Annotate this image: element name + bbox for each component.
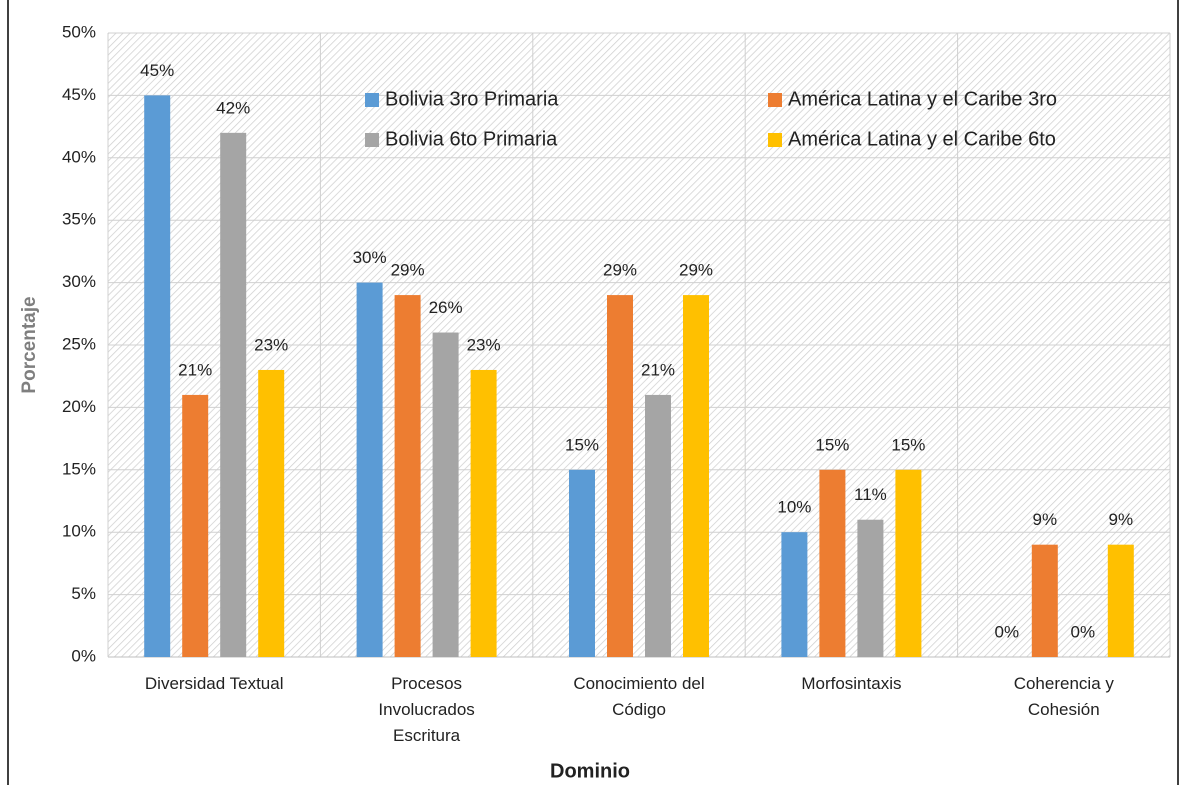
bar — [258, 369, 285, 657]
data-label: 23% — [254, 335, 288, 354]
y-tick-label: 25% — [62, 334, 96, 353]
legend-label: Bolivia 3ro Primaria — [385, 88, 559, 110]
data-label: 11% — [854, 485, 887, 504]
data-label: 0% — [995, 622, 1020, 641]
bar — [857, 519, 884, 657]
bar — [220, 132, 247, 658]
data-label: 15% — [891, 435, 925, 454]
x-tick-line: Coherencia y — [1014, 674, 1115, 693]
bar — [1031, 544, 1058, 657]
bar — [394, 295, 421, 657]
x-tick-line: Morfosintaxis — [801, 674, 901, 693]
data-label: 10% — [777, 498, 811, 517]
x-tick-label: Procesos Involucrados Escritura — [378, 674, 474, 745]
legend-swatch — [768, 93, 782, 107]
x-tick-line: Diversidad Textual — [145, 674, 284, 693]
x-tick-line: Cohesión — [1028, 700, 1100, 719]
bar — [470, 369, 497, 657]
bar — [569, 469, 595, 657]
x-axis-label: Dominio — [550, 760, 630, 782]
y-tick-label: 10% — [62, 522, 96, 541]
bar — [144, 95, 171, 657]
data-label: 15% — [565, 435, 599, 454]
bar — [607, 295, 633, 657]
bar — [819, 469, 846, 657]
legend-label: Bolivia 6to Primaria — [385, 128, 558, 150]
data-label: 29% — [679, 261, 713, 280]
data-label: 21% — [641, 360, 675, 379]
bar — [895, 469, 922, 657]
y-tick-label: 45% — [62, 85, 96, 104]
bar — [683, 295, 709, 657]
bar — [432, 332, 459, 657]
x-tick-label: Morfosintaxis — [801, 674, 901, 693]
data-label: 15% — [815, 435, 849, 454]
legend-swatch — [365, 133, 379, 147]
data-label: 23% — [467, 335, 501, 354]
x-tick-label: Conocimiento del Código — [573, 674, 704, 719]
legend-label: América Latina y el Caribe 6to — [788, 128, 1056, 150]
data-label: 29% — [603, 261, 637, 280]
y-tick-label: 30% — [62, 272, 96, 291]
x-tick-line: Código — [612, 700, 666, 719]
data-label: 45% — [140, 61, 174, 80]
legend-label: América Latina y el Caribe 3ro — [788, 88, 1057, 110]
bar — [645, 394, 671, 657]
x-tick-line: Escritura — [393, 726, 461, 745]
y-tick-label: 35% — [62, 210, 96, 229]
data-label: 30% — [353, 248, 387, 267]
bar — [781, 532, 808, 657]
x-tick-line: Conocimiento del — [573, 674, 704, 693]
y-tick-label: 15% — [62, 459, 96, 478]
data-label: 42% — [216, 98, 250, 117]
legend-swatch — [365, 93, 379, 107]
bar — [182, 394, 209, 657]
data-label: 26% — [429, 298, 463, 317]
data-label: 9% — [1109, 510, 1134, 529]
y-tick-label: 0% — [71, 646, 96, 665]
data-label: 29% — [391, 261, 425, 280]
y-tick-label: 40% — [62, 147, 96, 166]
data-label: 21% — [178, 360, 212, 379]
x-tick-label: Diversidad Textual — [145, 674, 284, 693]
legend-swatch — [768, 133, 782, 147]
x-tick-line: Procesos — [391, 674, 462, 693]
bar — [356, 282, 383, 657]
y-tick-label: 50% — [62, 22, 96, 41]
y-tick-label: 5% — [71, 584, 96, 603]
data-label: 9% — [1033, 510, 1058, 529]
bar — [1107, 544, 1134, 657]
y-tick-label: 20% — [62, 397, 96, 416]
x-tick-line: Involucrados — [378, 700, 474, 719]
x-tick-label: Coherencia y Cohesión — [1014, 674, 1115, 719]
y-axis-label: Porcentaje — [19, 296, 40, 393]
data-label: 0% — [1071, 622, 1096, 641]
